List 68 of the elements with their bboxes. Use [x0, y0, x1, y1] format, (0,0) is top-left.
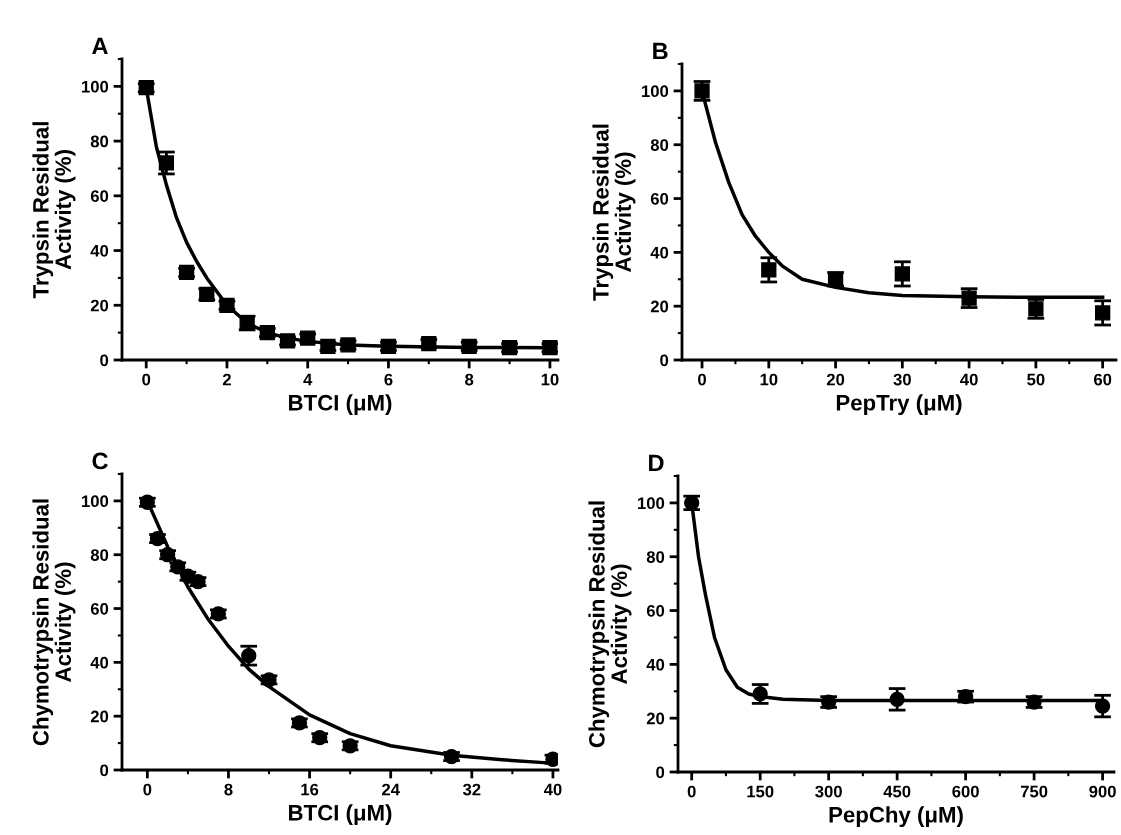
- y-tick-label: 60: [650, 192, 669, 205]
- x-tick-label: 150: [747, 785, 774, 798]
- y-tick-label: 100: [642, 85, 669, 98]
- y-tick-label: 20: [90, 299, 109, 312]
- y-tick-label: 80: [90, 135, 109, 148]
- x-tick-label: 300: [815, 785, 842, 798]
- x-tick-label: 6: [384, 373, 393, 386]
- x-tick-label: 40: [960, 373, 978, 386]
- x-tick-label: 750: [1020, 785, 1048, 798]
- y-axis-title: Chymotrypsin Residual Activity (%): [588, 501, 632, 748]
- x-tick-label: 8: [224, 783, 233, 796]
- chart-title: C: [92, 452, 108, 470]
- x-tick-label: 32: [462, 783, 481, 796]
- point: [894, 266, 910, 282]
- y-tick-label: 40: [650, 246, 669, 259]
- point: [889, 691, 905, 707]
- x-tick-label: 4: [303, 373, 313, 386]
- y-tick-label: 100: [82, 495, 109, 508]
- x-axis-title: PepTry (μM): [836, 394, 962, 415]
- x-tick-label: 20: [826, 373, 845, 386]
- chart-title: D: [649, 454, 664, 472]
- x-tick-label: 16: [301, 783, 319, 796]
- point: [1095, 305, 1111, 321]
- y-tick-label: 80: [646, 551, 665, 563]
- x-tick-label: 60: [1093, 373, 1112, 386]
- y-tick-label: 40: [646, 658, 665, 671]
- y-tick-label: 40: [90, 656, 109, 669]
- x-tick-label: 0: [142, 373, 151, 386]
- x-tick-label: 40: [543, 783, 562, 796]
- x-tick-label: 0: [698, 373, 706, 386]
- x-tick-label: 8: [465, 373, 474, 386]
- point: [761, 262, 777, 278]
- y-tick-label: 60: [90, 602, 109, 615]
- y-axis-title: Trypsin Residual Activity (%): [32, 122, 76, 299]
- x-axis-title: BTCI (μM): [289, 394, 392, 415]
- y-tick-label: 60: [90, 190, 109, 203]
- point: [1094, 698, 1111, 714]
- y-tick-label: 60: [646, 604, 665, 617]
- chart-title: A: [92, 37, 108, 55]
- y-tick-label: 0: [656, 766, 665, 779]
- y-tick-label: 0: [660, 354, 669, 367]
- y-tick-label: 0: [100, 354, 109, 367]
- x-tick-label: 10: [760, 373, 778, 386]
- point: [158, 155, 175, 171]
- x-tick-label: 30: [893, 373, 911, 386]
- x-tick-label: 10: [541, 373, 559, 386]
- x-tick-label: 450: [883, 785, 911, 798]
- y-tick-label: 20: [90, 710, 109, 723]
- x-axis-title: BTCI (μM): [289, 804, 392, 825]
- x-tick-label: 50: [1027, 373, 1045, 386]
- x-tick-label: 0: [687, 785, 696, 798]
- y-tick-label: 20: [650, 300, 669, 313]
- x-tick-label: 24: [382, 783, 400, 796]
- y-tick-label: 100: [638, 497, 665, 510]
- x-tick-label: 600: [952, 785, 979, 798]
- x-tick-label: 0: [143, 783, 152, 796]
- y-axis-title: Chymotrypsin Residual Activity (%): [32, 499, 76, 746]
- y-tick-label: 0: [100, 764, 109, 777]
- y-tick-label: 80: [650, 139, 669, 151]
- y-axis-title: Trypsin Residual Activity (%): [592, 124, 636, 301]
- x-axis-title: PepChy (μM): [829, 806, 963, 827]
- y-tick-label: 20: [646, 712, 665, 725]
- chart-title: B: [653, 42, 668, 60]
- y-tick-label: 100: [82, 80, 109, 93]
- y-tick-label: 80: [90, 549, 109, 561]
- y-tick-label: 40: [90, 244, 109, 257]
- x-tick-label: 2: [222, 373, 231, 386]
- x-tick-label: 900: [1089, 785, 1116, 798]
